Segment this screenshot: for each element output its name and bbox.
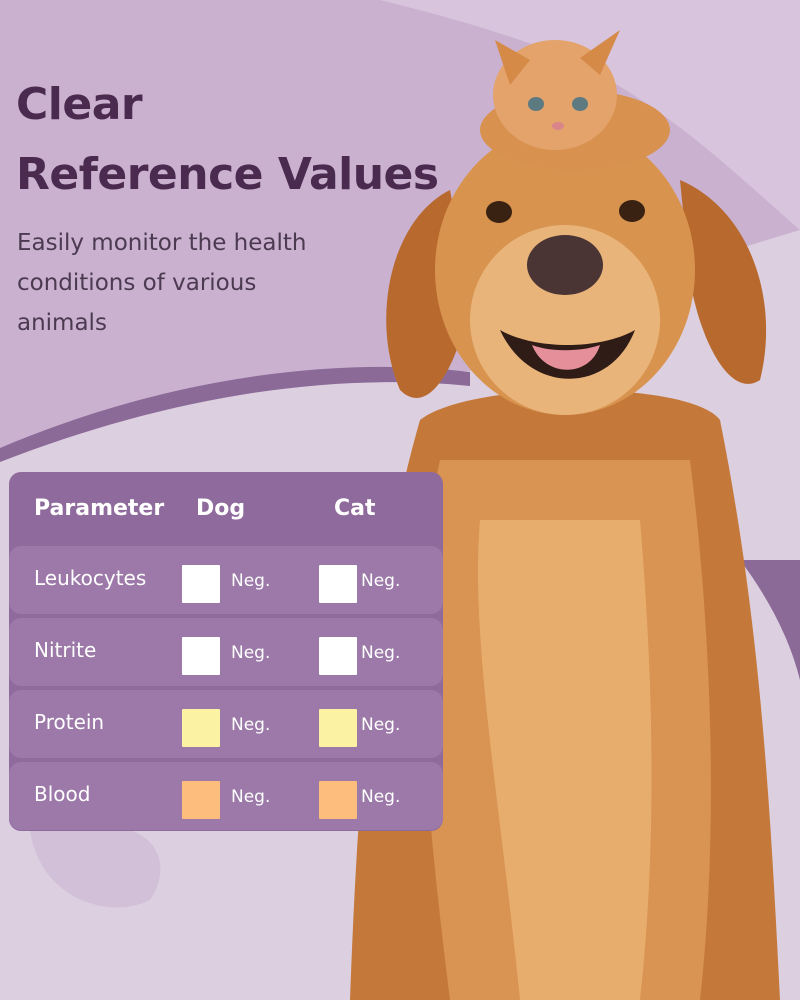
table-row: Nitrite Neg. Neg.	[9, 618, 443, 686]
parameter-label: Nitrite	[34, 638, 97, 662]
parameter-label: Leukocytes	[34, 566, 147, 590]
cat-result: Neg.	[361, 571, 401, 591]
dog-result: Neg.	[231, 715, 271, 735]
cat-result: Neg.	[361, 643, 401, 663]
table-row: Leukocytes Neg. Neg.	[9, 546, 443, 614]
cat-result: Neg.	[361, 787, 401, 807]
dog-color-swatch	[182, 781, 220, 819]
parameter-label: Protein	[34, 710, 105, 734]
header-parameter: Parameter	[34, 496, 165, 521]
table-row: Protein Neg. Neg.	[9, 690, 443, 758]
page-title: Clear Reference Values	[16, 70, 439, 210]
dog-result: Neg.	[231, 787, 271, 807]
cat-color-swatch	[319, 637, 357, 675]
parameter-label: Blood	[34, 782, 91, 806]
header-dog: Dog	[196, 496, 246, 521]
dog-color-swatch	[182, 709, 220, 747]
title-line-1: Clear	[16, 79, 143, 130]
dog-result: Neg.	[231, 643, 271, 663]
dog-color-swatch	[182, 637, 220, 675]
title-line-2: Reference Values	[16, 149, 439, 200]
reference-table: Parameter Dog Cat Leukocytes Neg. Neg. N…	[9, 472, 443, 831]
cat-color-swatch	[319, 709, 357, 747]
table-row: Blood Neg. Neg.	[9, 762, 443, 830]
subtitle: Easily monitor the health conditions of …	[17, 230, 307, 336]
cat-color-swatch	[319, 565, 357, 603]
cat-result: Neg.	[361, 715, 401, 735]
header-cat: Cat	[334, 496, 376, 521]
dog-color-swatch	[182, 565, 220, 603]
table-header: Parameter Dog Cat	[9, 472, 443, 548]
dog-result: Neg.	[231, 571, 271, 591]
cat-color-swatch	[319, 781, 357, 819]
